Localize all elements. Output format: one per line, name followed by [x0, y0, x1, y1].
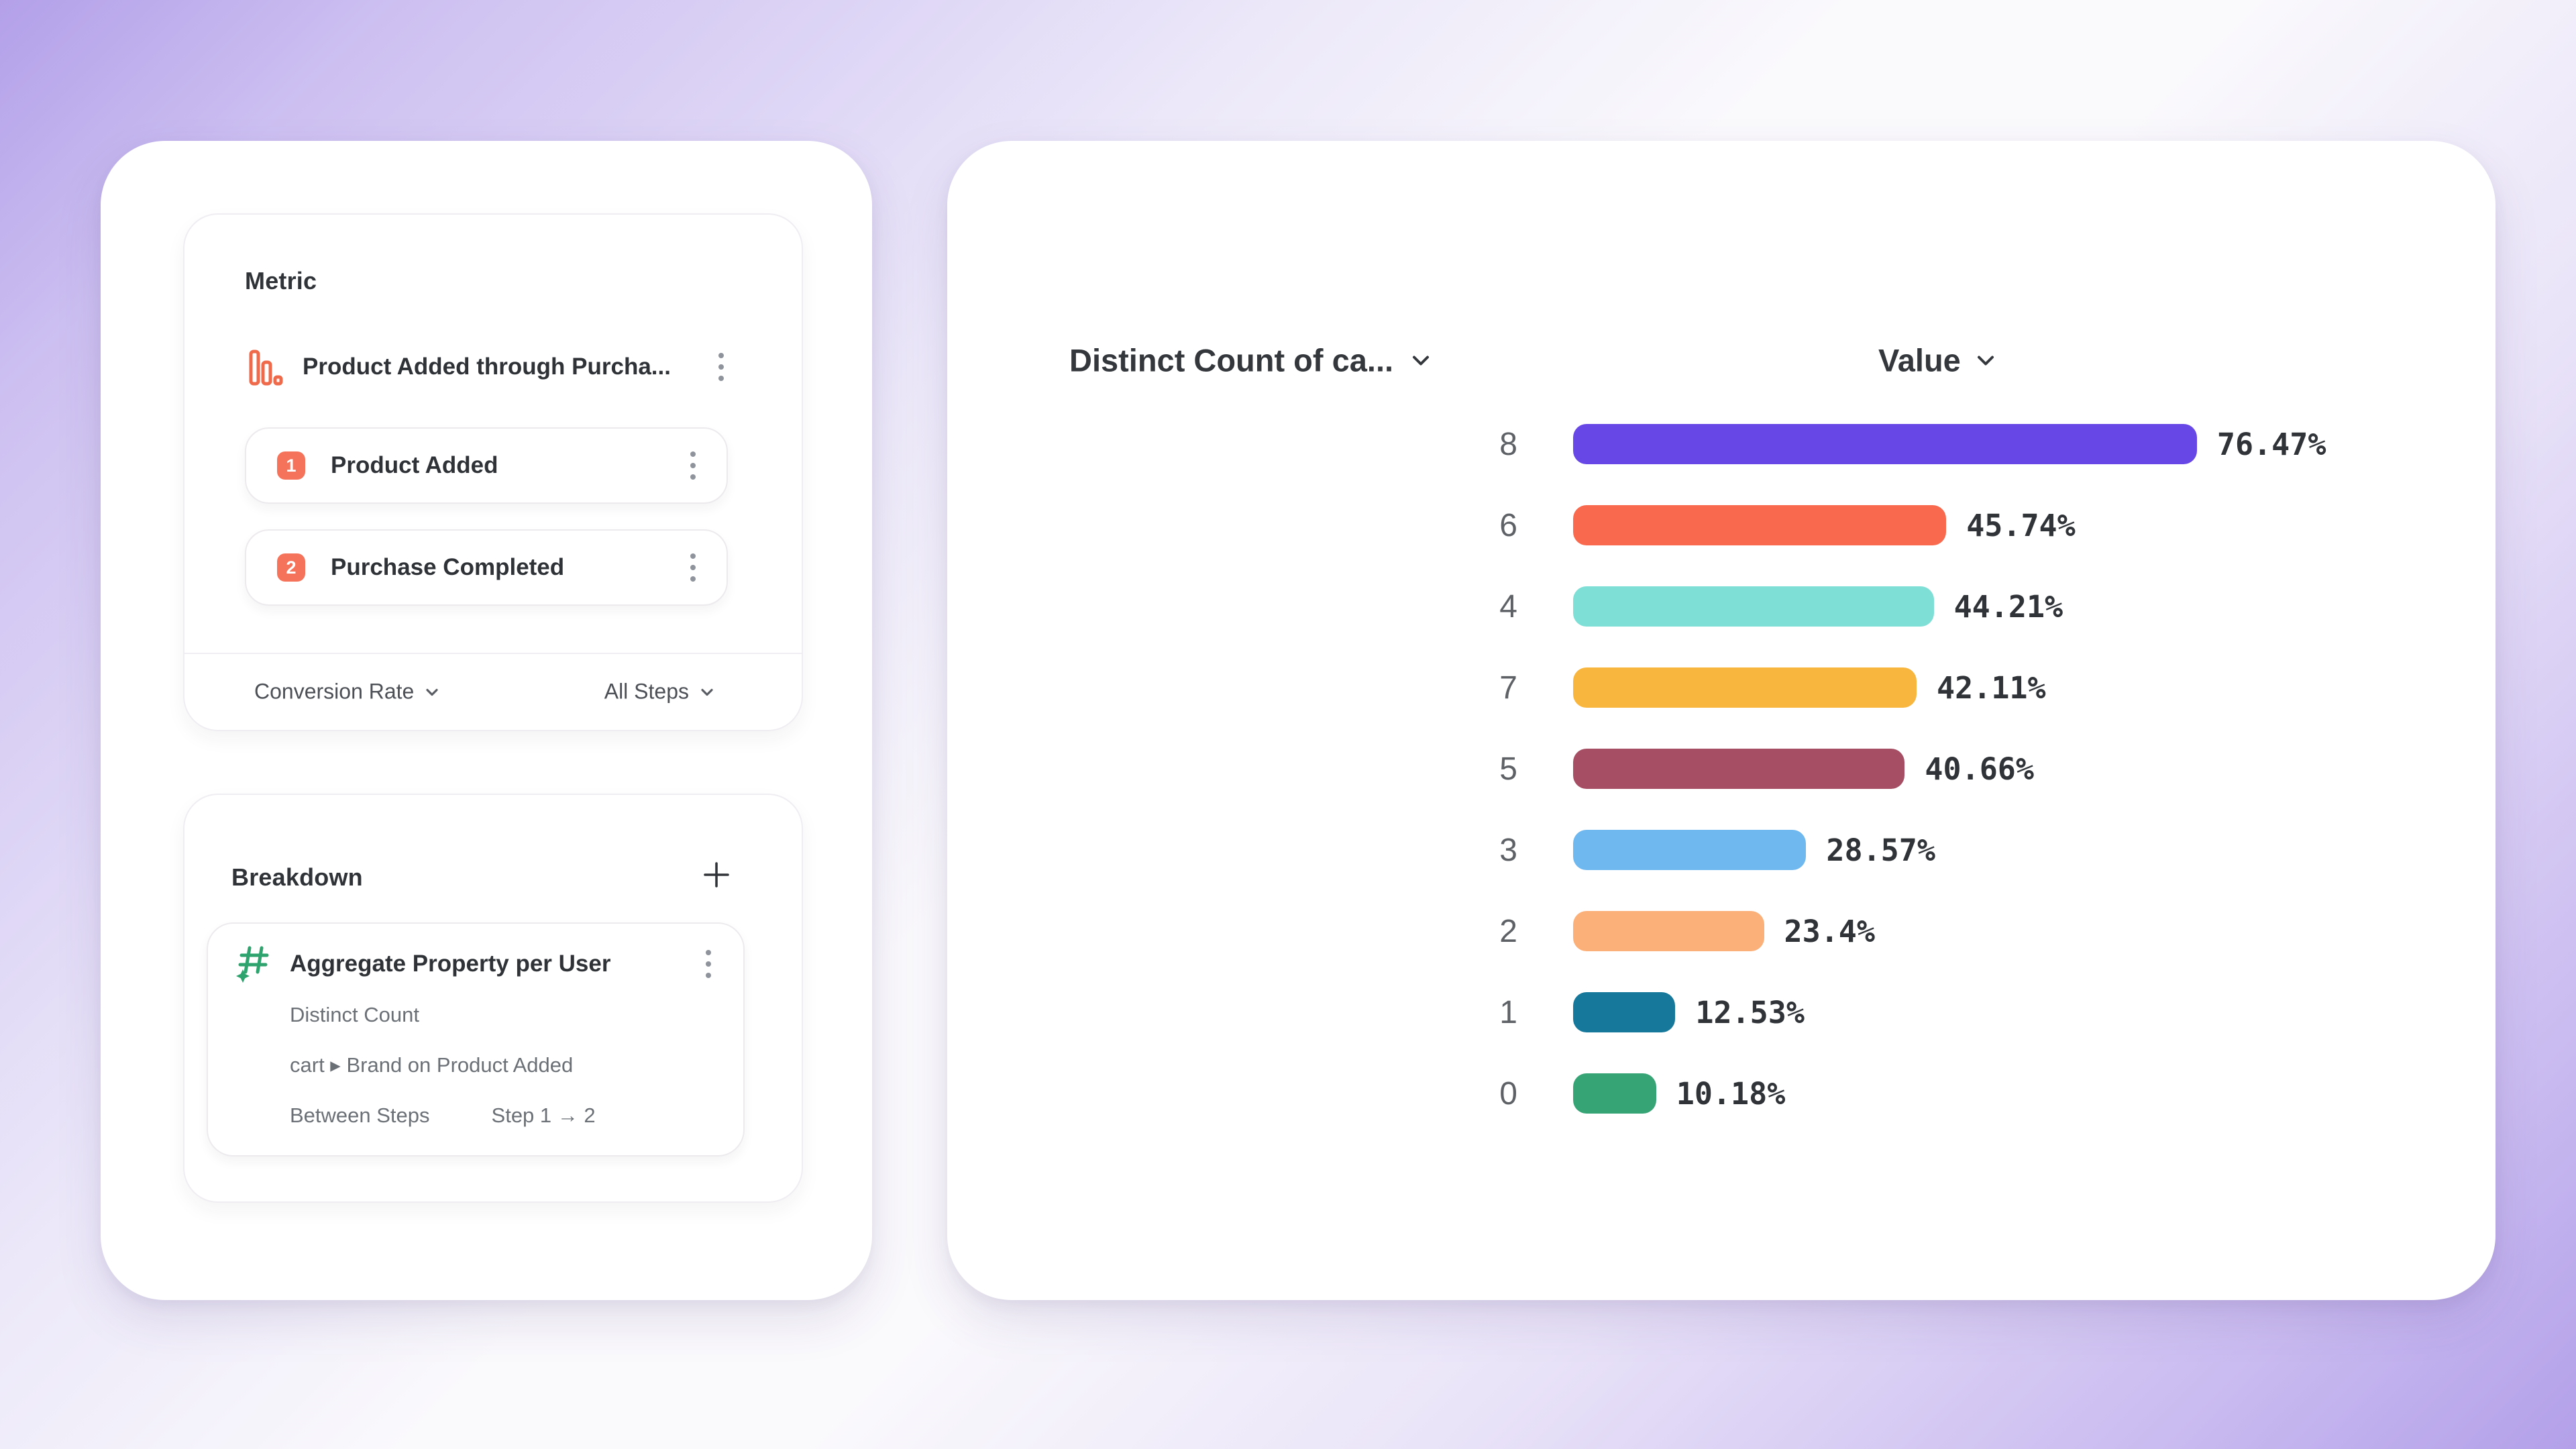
query-builder-card: Metric Product Added through Purcha... 1… — [101, 141, 872, 1300]
chart-value-label: 45.74% — [1966, 507, 2076, 543]
chart-value-label: 23.4% — [1784, 913, 1875, 949]
conversion-rate-dropdown[interactable]: Conversion Rate — [254, 680, 441, 704]
step-kebab-menu-icon[interactable] — [685, 446, 701, 485]
metric-footer: Conversion Rate All Steps — [184, 668, 802, 715]
chart-bar[interactable] — [1573, 586, 1934, 627]
step-kebab-menu-icon[interactable] — [685, 548, 701, 587]
chart-bar[interactable] — [1573, 667, 1917, 708]
funnel-step-row[interactable]: 1 Product Added — [245, 427, 728, 504]
chart-category-label: 5 — [1499, 751, 1517, 787]
metric-panel: Metric Product Added through Purcha... 1… — [183, 213, 803, 731]
chart-category-label: 6 — [1499, 507, 1517, 543]
bar-chart: 8 76.47% 6 45.74% 4 44.21% 7 42.11% 5 40… — [947, 141, 2496, 1300]
chart-category-label: 4 — [1499, 588, 1517, 625]
metric-footer-divider — [184, 653, 802, 654]
funnel-step-row[interactable]: 2 Purchase Completed — [245, 529, 728, 606]
chart-row: 5 40.66% — [947, 748, 2496, 790]
chevron-down-icon — [1408, 347, 1434, 373]
chart-category-label: 1 — [1499, 994, 1517, 1030]
breakdown-item-title: Aggregate Property per User — [290, 951, 611, 977]
chart-value-label: 10.18% — [1676, 1075, 1786, 1112]
chart-bar[interactable] — [1573, 911, 1764, 951]
chart-value-label: 12.53% — [1695, 994, 1805, 1030]
chart-bar[interactable] — [1573, 749, 1905, 789]
chart-row: 4 44.21% — [947, 586, 2496, 627]
between-steps-value: Step 1 → 2 — [491, 1104, 596, 1127]
funnel-steps-list: 1 Product Added 2 Purchase Completed — [245, 427, 728, 631]
funnel-kebab-menu-icon[interactable] — [713, 347, 729, 386]
breakdown-property-row[interactable]: cart ▸ Brand on Product Added — [290, 1053, 574, 1077]
chevron-down-icon — [423, 683, 441, 700]
chart-bar[interactable] — [1573, 424, 2197, 464]
category-header-label: Distinct Count of ca... — [1069, 342, 1394, 378]
chart-row: 1 12.53% — [947, 991, 2496, 1033]
breakdown-aggregation-row[interactable]: Distinct Count — [290, 1003, 419, 1026]
breakdown-panel: Breakdown Aggregate Property per User Di… — [183, 794, 803, 1203]
breakdown-between-steps-row[interactable]: Between Steps Step 1 → 2 — [290, 1104, 596, 1128]
chart-bar[interactable] — [1573, 1073, 1656, 1114]
chart-category-label: 7 — [1499, 669, 1517, 706]
breakdown-item-card[interactable]: Aggregate Property per User Distinct Cou… — [207, 922, 745, 1157]
conversion-rate-label: Conversion Rate — [254, 679, 415, 704]
funnel-metric-row[interactable]: Product Added through Purcha... — [184, 339, 802, 395]
chart-value-label: 76.47% — [2216, 426, 2326, 462]
chart-value-label: 28.57% — [1826, 832, 1935, 868]
step-number-badge: 2 — [277, 553, 305, 582]
chart-value-label: 44.21% — [1953, 588, 2063, 625]
chart-row: 7 42.11% — [947, 667, 2496, 708]
step-number-badge: 1 — [277, 451, 305, 480]
chart-category-label: 8 — [1499, 426, 1517, 462]
chart-category-label: 2 — [1499, 913, 1517, 949]
chart-category-column-header[interactable]: Distinct Count of ca... — [1069, 342, 1434, 379]
chart-value-column-header[interactable]: Value — [1878, 342, 1998, 379]
breakdown-item-header: Aggregate Property per User — [208, 938, 743, 989]
step-event-label: Product Added — [331, 452, 498, 478]
chart-bar[interactable] — [1573, 830, 1807, 870]
chevron-down-icon — [1973, 347, 1998, 373]
chart-row: 0 10.18% — [947, 1073, 2496, 1114]
chart-value-label: 42.11% — [1937, 669, 2046, 706]
funnel-metric-name: Product Added through Purcha... — [303, 354, 671, 380]
chart-card: Distinct Count of ca... Value 8 76.47% 6… — [947, 141, 2496, 1300]
chart-bar[interactable] — [1573, 992, 1676, 1032]
chart-row: 2 23.4% — [947, 910, 2496, 952]
funnel-chart-icon — [249, 350, 284, 386]
breakdown-kebab-menu-icon[interactable] — [700, 945, 716, 983]
value-header-label: Value — [1878, 342, 1961, 378]
chevron-down-icon — [698, 683, 716, 700]
all-steps-label: All Steps — [604, 679, 689, 704]
chart-value-label: 40.66% — [1925, 751, 2034, 787]
chart-bar[interactable] — [1573, 505, 1947, 545]
chart-row: 8 76.47% — [947, 423, 2496, 465]
metric-panel-title: Metric — [245, 267, 317, 294]
between-steps-label: Between Steps — [290, 1104, 430, 1127]
add-breakdown-button[interactable] — [701, 859, 732, 890]
breakdown-panel-title: Breakdown — [231, 863, 363, 891]
all-steps-dropdown[interactable]: All Steps — [604, 680, 716, 704]
chart-row: 3 28.57% — [947, 829, 2496, 871]
chart-category-label: 3 — [1499, 832, 1517, 868]
chart-category-label: 0 — [1499, 1075, 1517, 1112]
numeric-property-hash-icon — [235, 943, 274, 984]
chart-row: 6 45.74% — [947, 504, 2496, 546]
step-event-label: Purchase Completed — [331, 554, 565, 580]
